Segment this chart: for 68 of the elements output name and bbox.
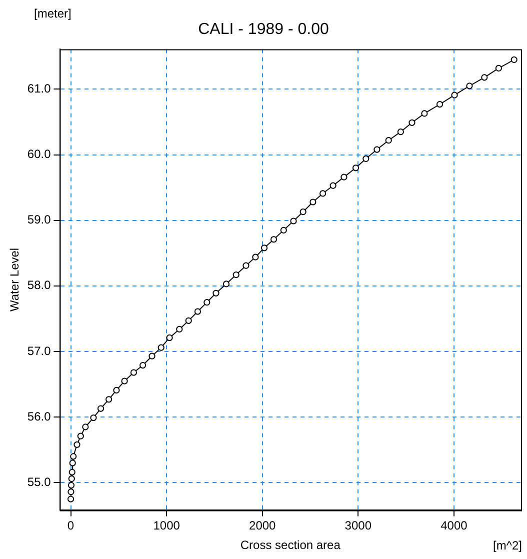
x-tick-label: 1000 xyxy=(153,518,180,533)
point xyxy=(68,482,75,489)
point xyxy=(74,441,80,448)
point xyxy=(69,460,76,466)
point xyxy=(106,396,112,403)
point xyxy=(148,352,156,360)
point xyxy=(222,280,230,288)
text: [meter] xyxy=(34,6,72,20)
point xyxy=(270,236,278,243)
point xyxy=(340,174,348,180)
x-tick-label: 4000 xyxy=(440,518,468,533)
point xyxy=(113,386,120,394)
y-tick-label: 59.0 xyxy=(27,212,52,227)
y-tick-label: 55.0 xyxy=(27,474,52,489)
point xyxy=(158,344,164,351)
point xyxy=(481,74,488,81)
point xyxy=(166,334,173,342)
point xyxy=(82,424,89,430)
point xyxy=(320,190,326,197)
point xyxy=(242,262,250,269)
point xyxy=(385,137,392,144)
x-tick-label: 2000 xyxy=(249,518,276,533)
point xyxy=(212,290,220,296)
point xyxy=(232,271,240,278)
point xyxy=(310,198,316,206)
point xyxy=(300,208,306,216)
y-tick-label: 60.0 xyxy=(27,147,52,162)
point xyxy=(121,378,128,384)
point xyxy=(194,308,201,315)
point xyxy=(290,218,297,224)
point xyxy=(90,414,97,422)
x-tick-label: 0 xyxy=(67,518,74,533)
point xyxy=(97,405,104,412)
y-axis-title: Water Level xyxy=(8,248,22,312)
point xyxy=(352,164,360,172)
point xyxy=(330,182,336,189)
point xyxy=(495,64,502,72)
chart-title: CALI - 1989 - 0.00 xyxy=(198,21,329,38)
text: [m^2] xyxy=(493,538,522,552)
point xyxy=(70,453,77,460)
point xyxy=(140,362,146,369)
x-axis-title: Cross section area xyxy=(240,538,341,552)
point xyxy=(68,468,76,476)
point xyxy=(421,110,428,117)
point xyxy=(130,369,138,376)
point xyxy=(68,475,75,482)
point xyxy=(374,146,380,153)
y-tick-label: 61.0 xyxy=(27,82,52,96)
point xyxy=(280,226,287,234)
point xyxy=(397,128,404,136)
y-tick-label: 58.0 xyxy=(27,278,52,292)
point xyxy=(77,432,84,440)
point xyxy=(510,56,518,63)
point xyxy=(260,244,268,252)
point xyxy=(466,82,473,90)
point xyxy=(176,326,183,333)
point xyxy=(408,119,416,126)
point xyxy=(451,92,458,98)
point xyxy=(67,496,74,502)
y-tick-label: 56.0 xyxy=(27,409,52,424)
point xyxy=(185,317,192,324)
y-tick-label: 57.0 xyxy=(27,344,52,358)
x-tick-label: 3000 xyxy=(344,518,372,533)
point xyxy=(252,254,259,260)
point xyxy=(436,100,444,108)
point xyxy=(68,488,74,496)
point xyxy=(204,299,210,306)
point xyxy=(362,155,370,162)
